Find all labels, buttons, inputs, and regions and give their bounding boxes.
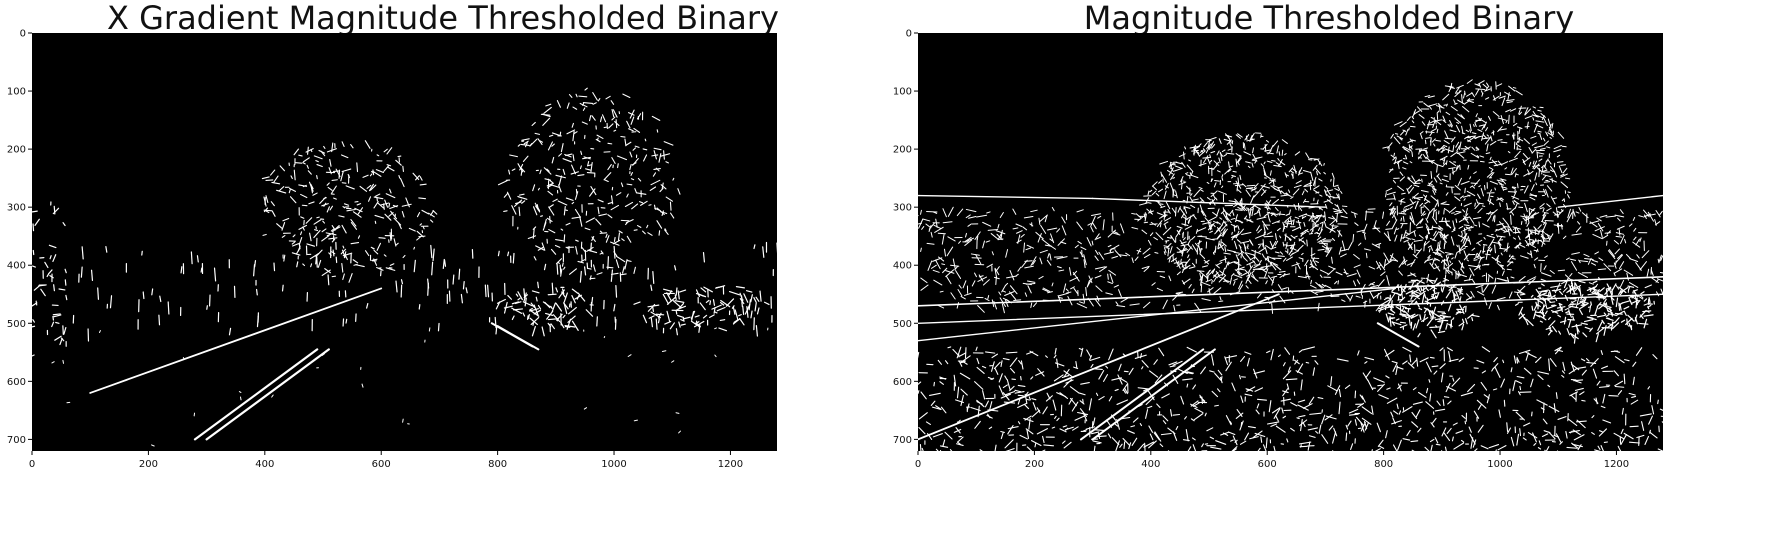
left-y-tick-label: 200 [7,145,26,156]
left-x-tick-label: 400 [255,459,274,470]
right-image-area [918,33,1663,451]
left-y-tick-label: 700 [7,435,26,446]
right-x-tick-label: 1000 [1487,459,1512,470]
left-edge-pixels [32,87,777,447]
left-panel-title: X Gradient Magnitude Thresholded Binary [107,0,779,37]
left-y-tick-label: 500 [7,319,26,330]
left-y-tick-label: 600 [7,377,26,388]
right-y-tick-label: 400 [893,261,912,272]
right-panel: Magnitude Thresholded Binary 0 200 400 600 8… [886,0,1772,534]
left-x-tick-label: 0 [29,459,35,470]
right-y-tick-label: 100 [893,87,912,98]
left-x-tick-label: 1000 [601,459,626,470]
right-x-tick-label: 400 [1141,459,1160,470]
right-x-tick-label: 200 [1025,459,1044,470]
right-y-tick-label: 0 [906,29,912,40]
right-x-tick-label: 1200 [1604,459,1629,470]
left-x-tick-label: 600 [372,459,391,470]
left-binary-image: 0 200 400 600 800 1000 1200 0 100 200 300 400 500 600… [7,29,777,470]
right-binary-image: 0 200 400 600 800 1000 1200 0 100 200 300 400 500 600… [893,29,1663,470]
left-y-tick-label: 0 [20,29,26,40]
left-x-tick-label: 1200 [718,459,743,470]
right-x-tick-label: 600 [1258,459,1277,470]
right-y-tick-label: 500 [893,319,912,330]
right-y-tick-label: 200 [893,145,912,156]
right-y-tick-label: 700 [893,435,912,446]
left-y-tick-label: 400 [7,261,26,272]
right-y-tick-label: 300 [893,203,912,214]
left-x-tick-label: 200 [139,459,158,470]
left-image-area [32,33,777,451]
left-y-tick-label: 100 [7,87,26,98]
left-x-tick-label: 800 [488,459,507,470]
right-edge-pixels [918,79,1663,451]
right-panel-title: Magnitude Thresholded Binary [1083,0,1575,37]
right-y-tick-label: 600 [893,377,912,388]
left-y-tick-label: 300 [7,203,26,214]
left-panel: X Gradient Magnitude Thresholded Binary … [7,0,779,470]
right-x-tick-label: 0 [915,459,921,470]
right-x-tick-label: 800 [1374,459,1393,470]
